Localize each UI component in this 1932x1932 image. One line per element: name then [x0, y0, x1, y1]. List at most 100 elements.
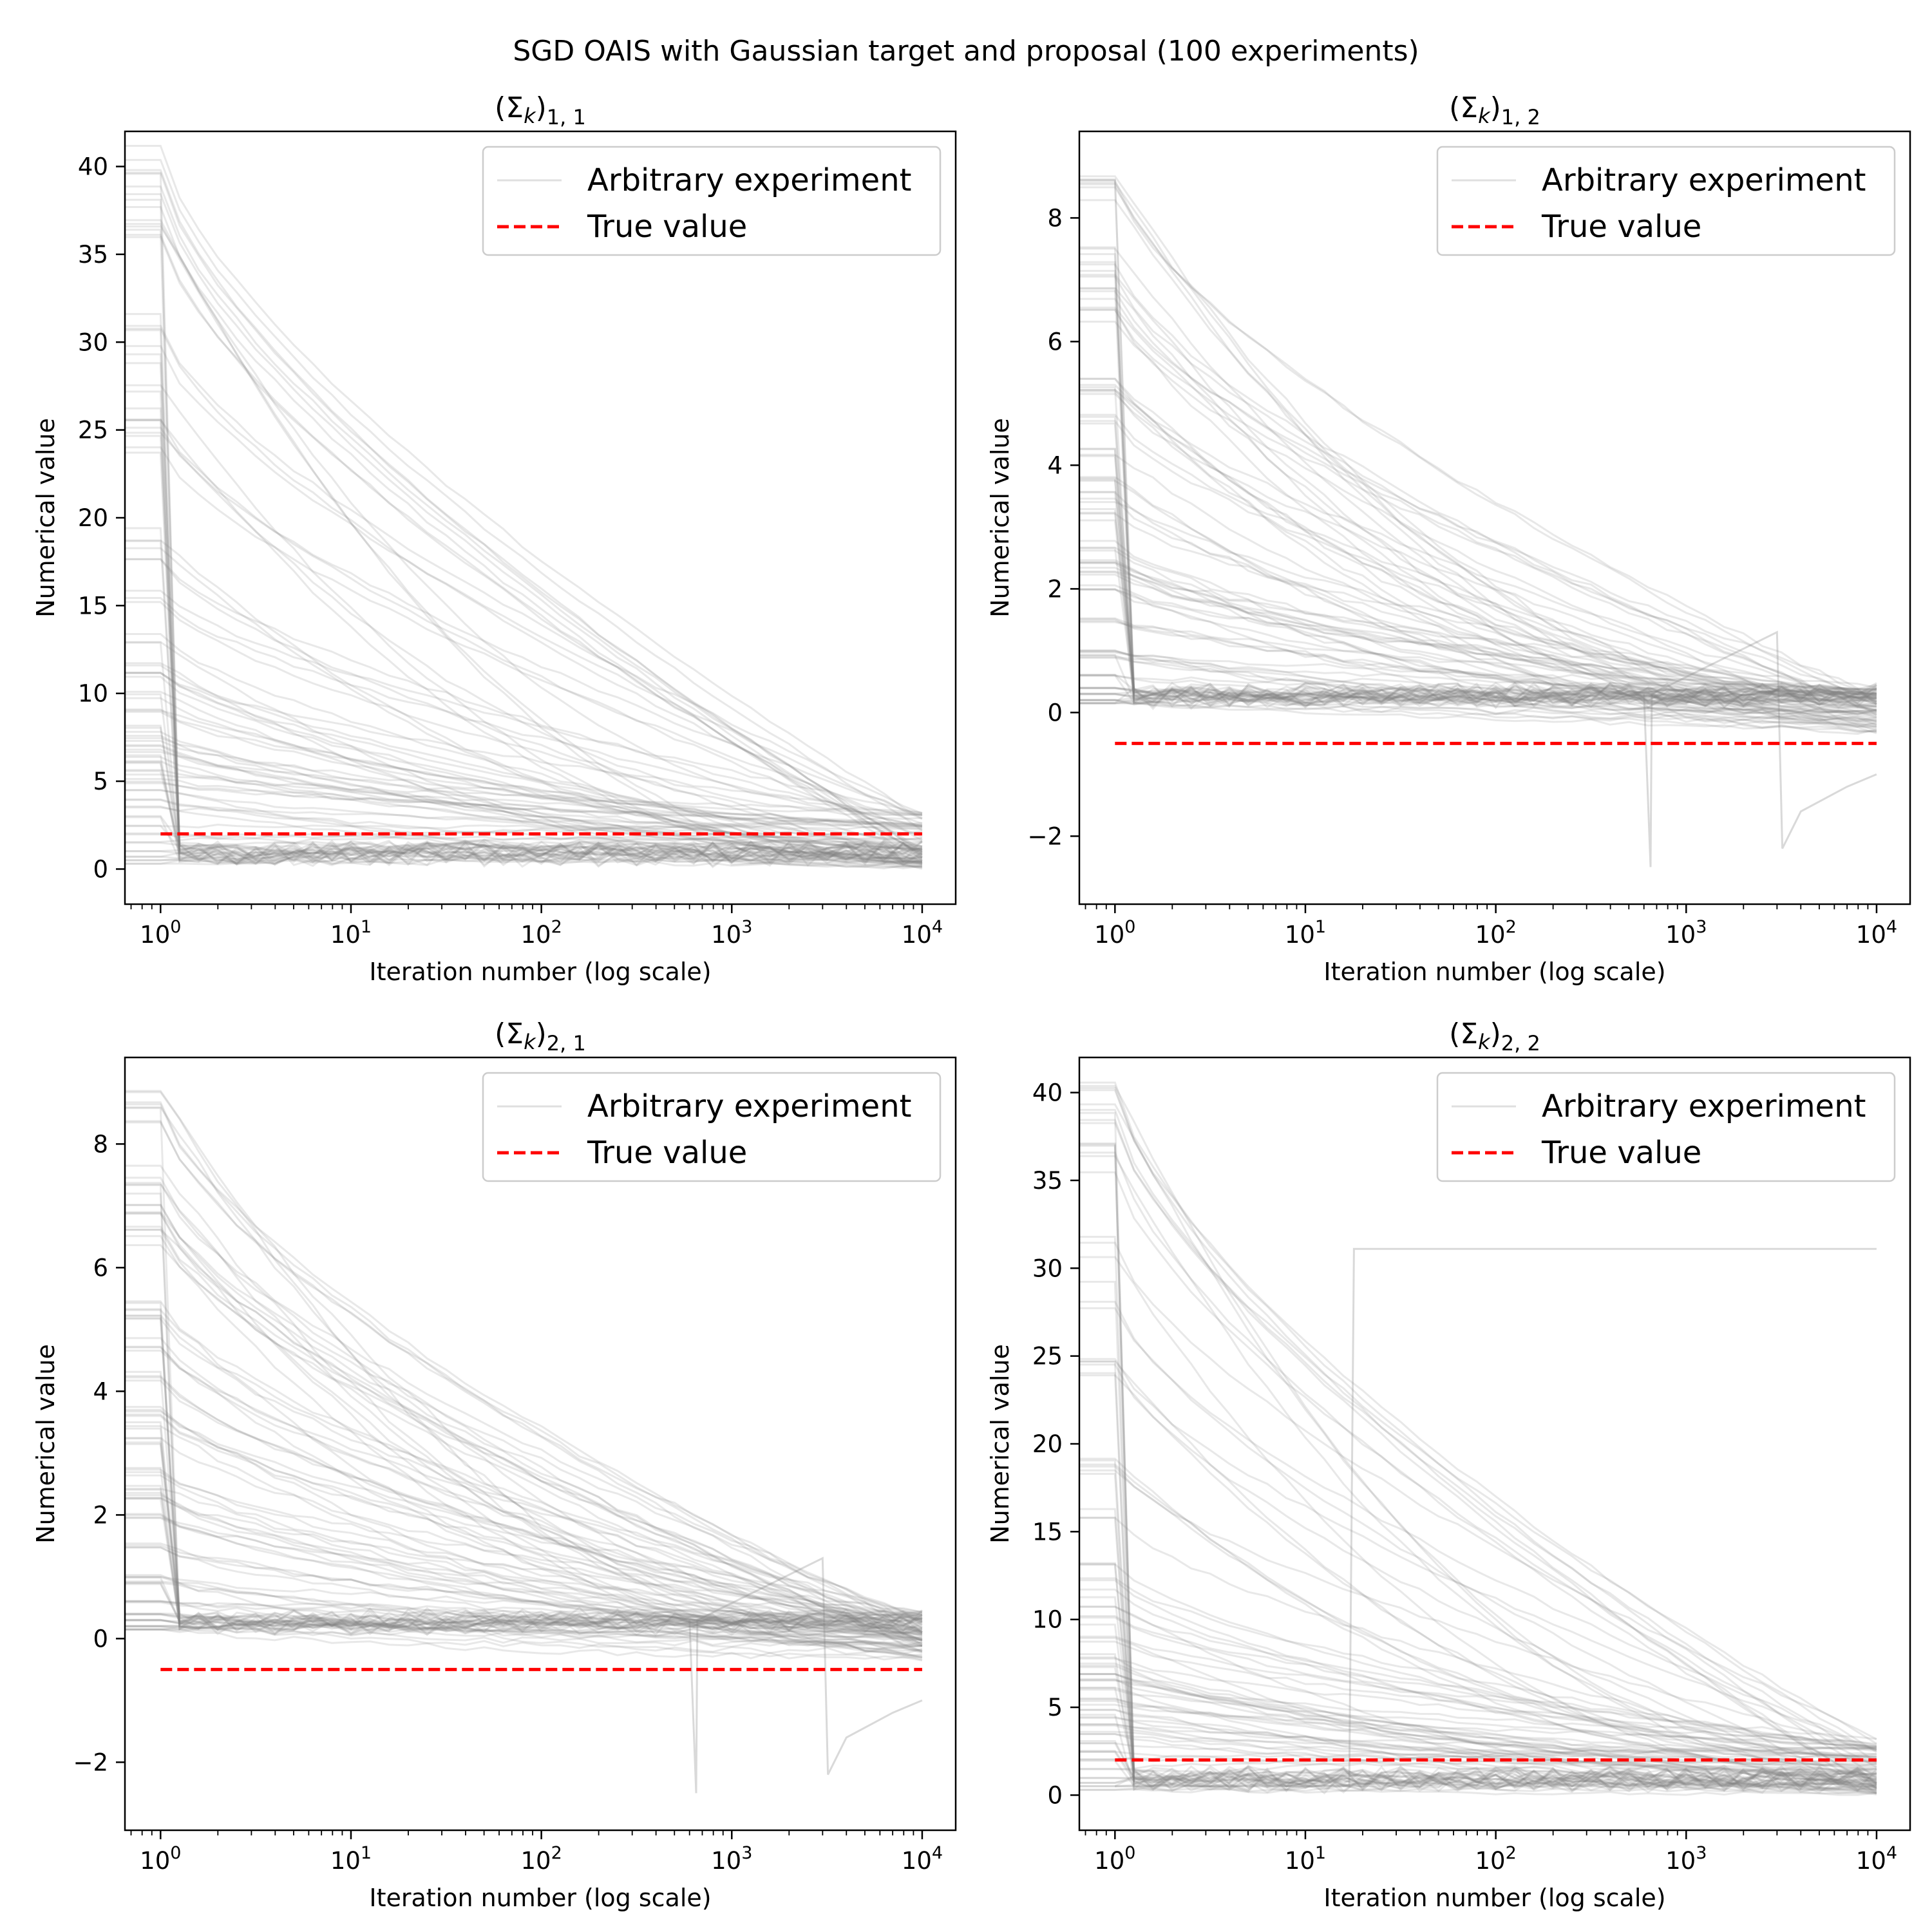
experiment-line	[125, 855, 923, 865]
experiment-line	[1079, 1700, 1877, 1760]
experiment-line	[1079, 674, 1877, 716]
experiment-line	[1079, 1563, 1877, 1781]
experiment-line	[125, 1516, 922, 1618]
title-sub-index: 2, 2	[1501, 1031, 1540, 1056]
experiment-line	[125, 1101, 923, 1633]
legend-box	[482, 146, 942, 256]
experiment-line	[125, 641, 923, 867]
experiment-line	[1079, 1103, 1877, 1759]
x-tick-label: 104	[902, 1843, 943, 1875]
plot-area	[1079, 175, 1877, 867]
experiment-line	[1079, 1709, 1877, 1785]
experiment-line	[1079, 1698, 1877, 1760]
experiment-line	[125, 817, 922, 852]
experiment-line	[125, 540, 923, 869]
experiment-line	[125, 539, 922, 849]
experiment-line	[1079, 674, 1877, 706]
experiment-line	[1079, 1588, 1877, 1790]
experiment-line	[125, 1544, 923, 1640]
experiment-line	[1079, 690, 1877, 705]
title-sub-index: 1, 1	[547, 105, 586, 129]
experiment-line	[1079, 1786, 1877, 1793]
experiment-line	[1079, 1562, 1877, 1794]
experiment-line	[1079, 1361, 1877, 1791]
experiment-line	[1079, 1087, 1877, 1795]
y-tick-label: 0	[93, 1625, 108, 1653]
experiment-line	[125, 832, 922, 844]
experiment-line	[125, 1213, 923, 1645]
experiment-line	[1079, 480, 1877, 713]
legend-experiment-label: Arbitrary experiment	[587, 1088, 911, 1124]
x-tick-label: 104	[1856, 1843, 1897, 1875]
experiment-line	[1079, 1709, 1877, 1772]
experiment-line	[125, 709, 923, 815]
experiment-line	[125, 169, 923, 853]
experiment-line	[125, 745, 923, 866]
experiment-line	[1079, 182, 1877, 708]
experiment-line	[1079, 491, 1877, 714]
experiment-line	[125, 198, 923, 867]
x-tick-label: 101	[330, 1843, 372, 1875]
experiment-line	[125, 1177, 923, 1653]
experiment-line	[1079, 287, 1877, 707]
axes-frame	[124, 1056, 957, 1832]
experiment-line	[1079, 1459, 1878, 1792]
y-tick-label: −2	[1027, 822, 1063, 850]
experiment-line	[125, 672, 922, 851]
experiment-line	[1079, 567, 1877, 689]
experiment-line	[1079, 377, 1877, 710]
experiment-line	[1079, 274, 1877, 714]
figure-suptitle: SGD OAIS with Gaussian target and propos…	[513, 35, 1419, 68]
experiment-line	[1079, 477, 1877, 707]
y-axis-label: Numerical value	[986, 418, 1014, 618]
experiment-line	[125, 748, 923, 853]
experiment-line	[1079, 290, 1877, 712]
experiment-line	[1079, 620, 1877, 697]
experiment-line	[125, 171, 923, 853]
experiment-line	[1079, 1750, 1877, 1792]
x-axis-label: Iteration number (log scale)	[369, 1884, 711, 1912]
y-tick-label: 0	[1047, 1781, 1063, 1809]
experiment-line	[125, 1425, 923, 1634]
experiment-line	[1079, 1673, 1877, 1776]
experiment-line	[1079, 546, 1877, 710]
title-base: (Σ	[495, 91, 524, 124]
experiment-line	[125, 601, 923, 848]
experiment-line	[125, 1229, 923, 1653]
experiment-line	[125, 384, 923, 864]
experiment-line	[125, 145, 923, 820]
experiment-line	[125, 754, 923, 866]
experiment-line	[1079, 1307, 1877, 1751]
experiment-line	[1079, 287, 1877, 728]
y-tick-label: 35	[1032, 1167, 1063, 1195]
legend-experiment-label: Arbitrary experiment	[1542, 162, 1866, 198]
x-tick-label: 104	[1856, 917, 1897, 949]
y-tick-label: 25	[78, 417, 108, 444]
experiment-line	[125, 710, 922, 851]
title-close: )	[1490, 91, 1501, 124]
experiment-line	[125, 1618, 922, 1641]
experiment-line	[1079, 692, 1877, 703]
experiment-line	[1079, 388, 1877, 690]
experiment-line	[1079, 1374, 1877, 1759]
experiment-line	[125, 857, 923, 866]
experiment-line	[1079, 478, 1877, 709]
title-sub-index: 1, 2	[1501, 105, 1540, 129]
experiment-line	[1079, 1615, 1877, 1748]
experiment-line	[125, 353, 923, 867]
experiment-line	[125, 329, 923, 866]
title-close: )	[1490, 1018, 1501, 1050]
experiment-line	[1079, 650, 1877, 691]
experiment-line	[125, 558, 923, 862]
experiment-line	[125, 225, 922, 817]
experiment-line	[1079, 422, 1877, 708]
y-tick-label: 40	[1032, 1079, 1063, 1107]
x-tick-label: 101	[330, 917, 372, 949]
experiment-line	[1079, 1579, 1877, 1792]
x-tick-label: 102	[1475, 1843, 1516, 1875]
experiment-line	[1079, 687, 1877, 723]
experiment-line	[1079, 415, 1877, 708]
experiment-line	[1079, 1687, 1877, 1792]
experiment-line	[1079, 674, 1877, 708]
